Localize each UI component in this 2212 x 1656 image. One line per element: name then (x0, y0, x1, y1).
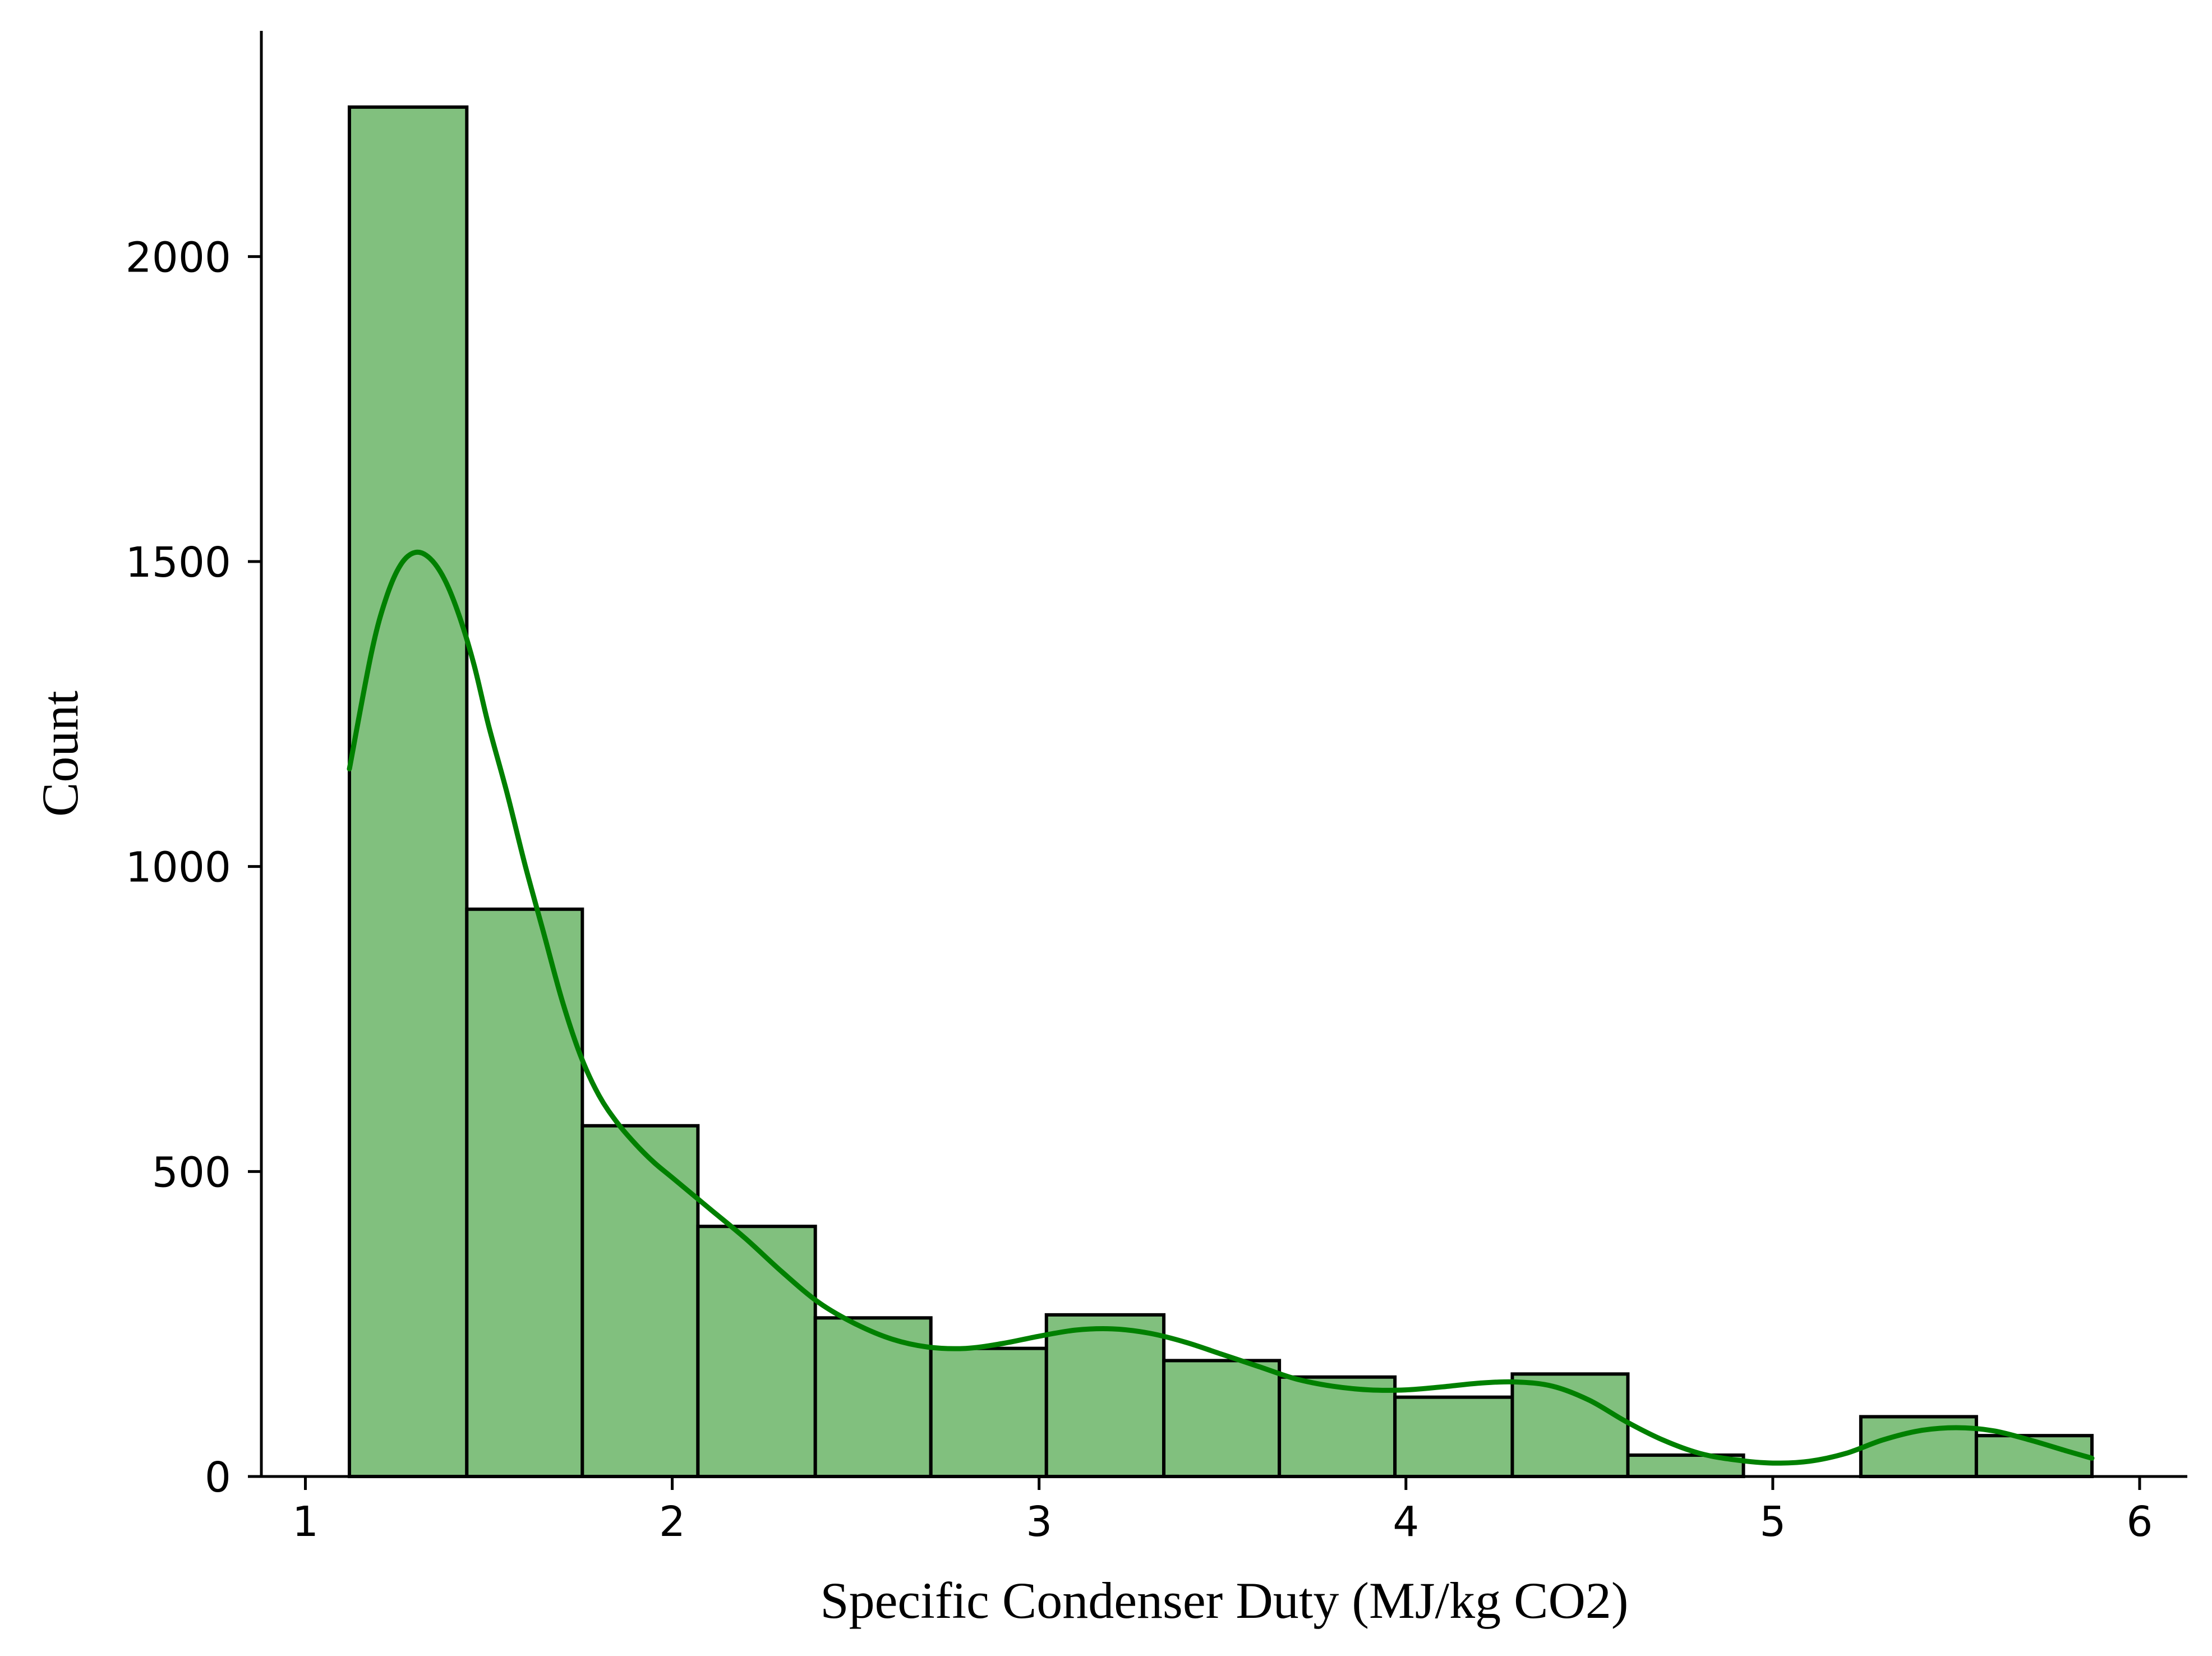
histogram-bar-4 (696, 1225, 817, 1479)
y-axis-title: Count (31, 691, 89, 817)
x-tick-label: 4 (1393, 1498, 1419, 1546)
kde-curve (347, 549, 2095, 1466)
ticks: 1 2 3 4 5 6 0 500 1000 1500 2000 (126, 233, 2153, 1546)
y-tick-label: 2000 (126, 233, 231, 282)
histogram-bar-3 (580, 1124, 700, 1478)
histogram-bar-6 (929, 1346, 1048, 1478)
x-tick-label: 3 (1026, 1498, 1052, 1546)
x-axis-title: Specific Condenser Duty (MJ/kg CO2) (820, 1572, 1628, 1629)
x-tick-label: 5 (1759, 1498, 1786, 1546)
histogram-bar-5 (813, 1316, 933, 1479)
axes (260, 31, 2187, 1478)
y-tick-label: 1500 (126, 539, 231, 587)
x-tick-label: 1 (292, 1498, 319, 1546)
histogram-bar-10 (1393, 1395, 1514, 1478)
x-tick-label: 6 (2126, 1498, 2153, 1546)
y-tick-label: 1000 (126, 844, 231, 892)
x-tick-label: 2 (659, 1498, 685, 1546)
histogram-bar-7 (1044, 1313, 1166, 1479)
kde-layer (347, 549, 2095, 1466)
y-tick-label: 0 (205, 1453, 231, 1502)
y-tick-label: 500 (152, 1148, 231, 1197)
histogram-bars (347, 105, 2094, 1479)
histogram-bar-1 (347, 105, 469, 1478)
histogram-bar-2 (465, 907, 584, 1478)
histogram-bar-9 (1278, 1375, 1397, 1478)
histogram-bar-8 (1162, 1359, 1282, 1478)
